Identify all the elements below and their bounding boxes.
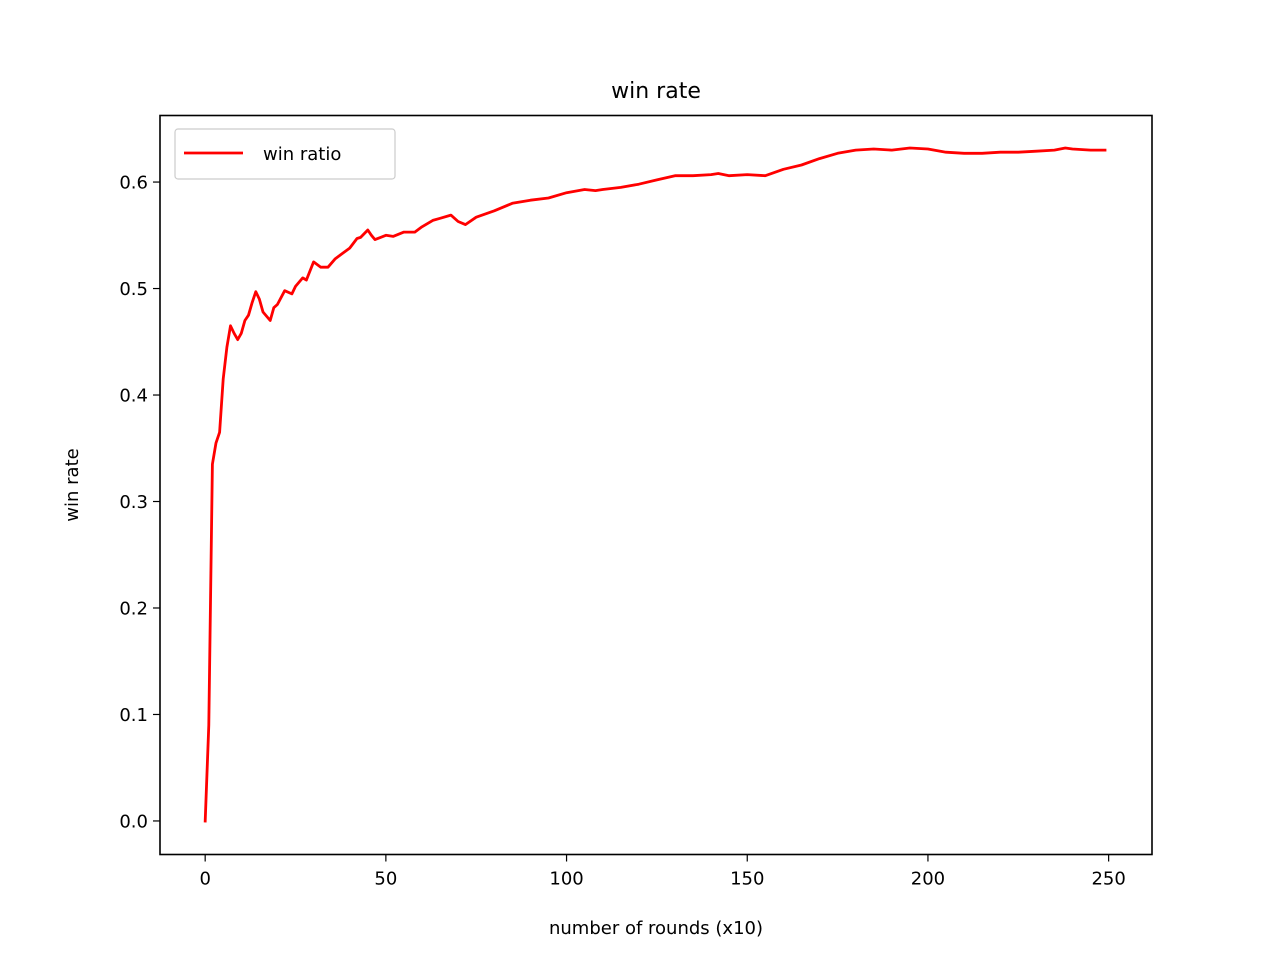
x-axis-ticks: 0 50 100 150 200 250 bbox=[199, 854, 1126, 890]
x-tick-label: 200 bbox=[911, 869, 945, 890]
y-tick-label: 0.2 bbox=[119, 598, 148, 619]
y-tick-label: 0.4 bbox=[119, 386, 148, 407]
y-tick-label: 0.0 bbox=[119, 811, 148, 832]
y-tick-label: 0.1 bbox=[119, 705, 148, 726]
x-tick-label: 100 bbox=[549, 869, 583, 890]
chart-title: win rate bbox=[611, 79, 701, 104]
series-line-win-ratio bbox=[203, 146, 1107, 823]
legend-label: win ratio bbox=[263, 144, 341, 165]
x-tick-label: 50 bbox=[374, 869, 397, 890]
y-tick-label: 0.3 bbox=[119, 492, 148, 513]
y-axis-label: win rate bbox=[62, 448, 83, 521]
x-tick-label: 150 bbox=[730, 869, 764, 890]
y-tick-label: 0.6 bbox=[119, 173, 148, 194]
plot-area bbox=[160, 115, 1152, 855]
legend-frame bbox=[174, 128, 396, 180]
x-axis-label: number of rounds (x10) bbox=[549, 918, 763, 939]
x-tick-label: 0 bbox=[199, 869, 210, 890]
legend: win ratio bbox=[174, 128, 396, 180]
series-group bbox=[203, 146, 1107, 823]
x-tick-label: 250 bbox=[1091, 869, 1125, 890]
y-axis-ticks: 0.0 0.1 0.2 0.3 0.4 0.5 0.6 bbox=[119, 173, 160, 832]
y-tick-label: 0.5 bbox=[119, 279, 148, 300]
plot-frame bbox=[159, 114, 1153, 856]
